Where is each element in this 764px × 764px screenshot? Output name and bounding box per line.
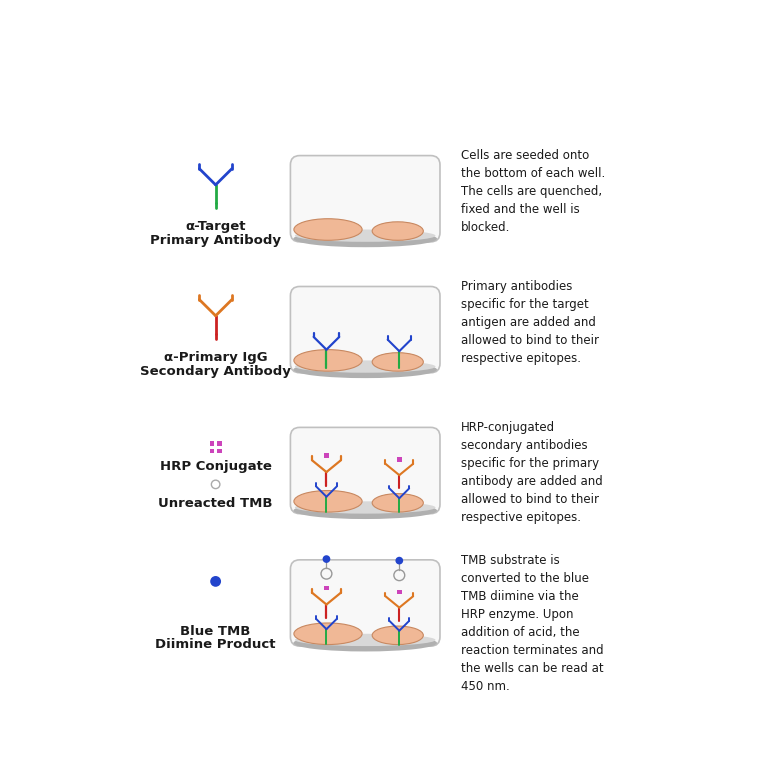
Circle shape bbox=[396, 557, 403, 565]
Bar bbox=[324, 453, 329, 458]
Circle shape bbox=[210, 576, 221, 587]
Bar bbox=[324, 585, 329, 591]
Text: Primary Antibody: Primary Antibody bbox=[150, 234, 281, 247]
Bar bbox=[397, 590, 402, 594]
Ellipse shape bbox=[372, 222, 423, 241]
Text: α-Primary IgG: α-Primary IgG bbox=[163, 351, 267, 364]
Ellipse shape bbox=[294, 490, 362, 512]
Text: Secondary Antibody: Secondary Antibody bbox=[140, 365, 291, 378]
Ellipse shape bbox=[294, 623, 362, 645]
Ellipse shape bbox=[295, 501, 435, 513]
Text: HRP-conjugated
secondary antibodies
specific for the primary
antibody are added : HRP-conjugated secondary antibodies spec… bbox=[461, 421, 603, 524]
Text: TMB substrate is
converted to the blue
TMB diimine via the
HRP enzyme. Upon
addi: TMB substrate is converted to the blue T… bbox=[461, 554, 604, 693]
Text: α-Target: α-Target bbox=[186, 220, 246, 233]
FancyBboxPatch shape bbox=[290, 560, 440, 646]
Ellipse shape bbox=[294, 219, 362, 241]
Text: Blue TMB: Blue TMB bbox=[180, 624, 251, 637]
Ellipse shape bbox=[295, 229, 435, 242]
Ellipse shape bbox=[293, 230, 437, 248]
Bar bbox=[397, 457, 402, 461]
Text: Unreacted TMB: Unreacted TMB bbox=[158, 497, 273, 510]
Text: HRP Conjugate: HRP Conjugate bbox=[160, 460, 271, 473]
Ellipse shape bbox=[293, 635, 437, 652]
Ellipse shape bbox=[295, 361, 435, 373]
Bar bbox=[209, 442, 214, 446]
Bar bbox=[217, 449, 222, 453]
Bar bbox=[209, 449, 214, 453]
Text: Primary antibodies
specific for the target
antigen are added and
allowed to bind: Primary antibodies specific for the targ… bbox=[461, 280, 599, 365]
Bar bbox=[217, 442, 222, 446]
Ellipse shape bbox=[293, 361, 437, 378]
Ellipse shape bbox=[372, 494, 423, 512]
FancyBboxPatch shape bbox=[290, 156, 440, 242]
Ellipse shape bbox=[293, 502, 437, 519]
FancyBboxPatch shape bbox=[290, 286, 440, 373]
Ellipse shape bbox=[372, 626, 423, 645]
Text: Diimine Product: Diimine Product bbox=[155, 639, 276, 652]
Circle shape bbox=[322, 555, 330, 563]
Ellipse shape bbox=[295, 634, 435, 646]
Ellipse shape bbox=[372, 353, 423, 371]
FancyBboxPatch shape bbox=[290, 427, 440, 513]
Text: Cells are seeded onto
the bottom of each well.
The cells are quenched,
fixed and: Cells are seeded onto the bottom of each… bbox=[461, 150, 606, 235]
Ellipse shape bbox=[294, 350, 362, 371]
